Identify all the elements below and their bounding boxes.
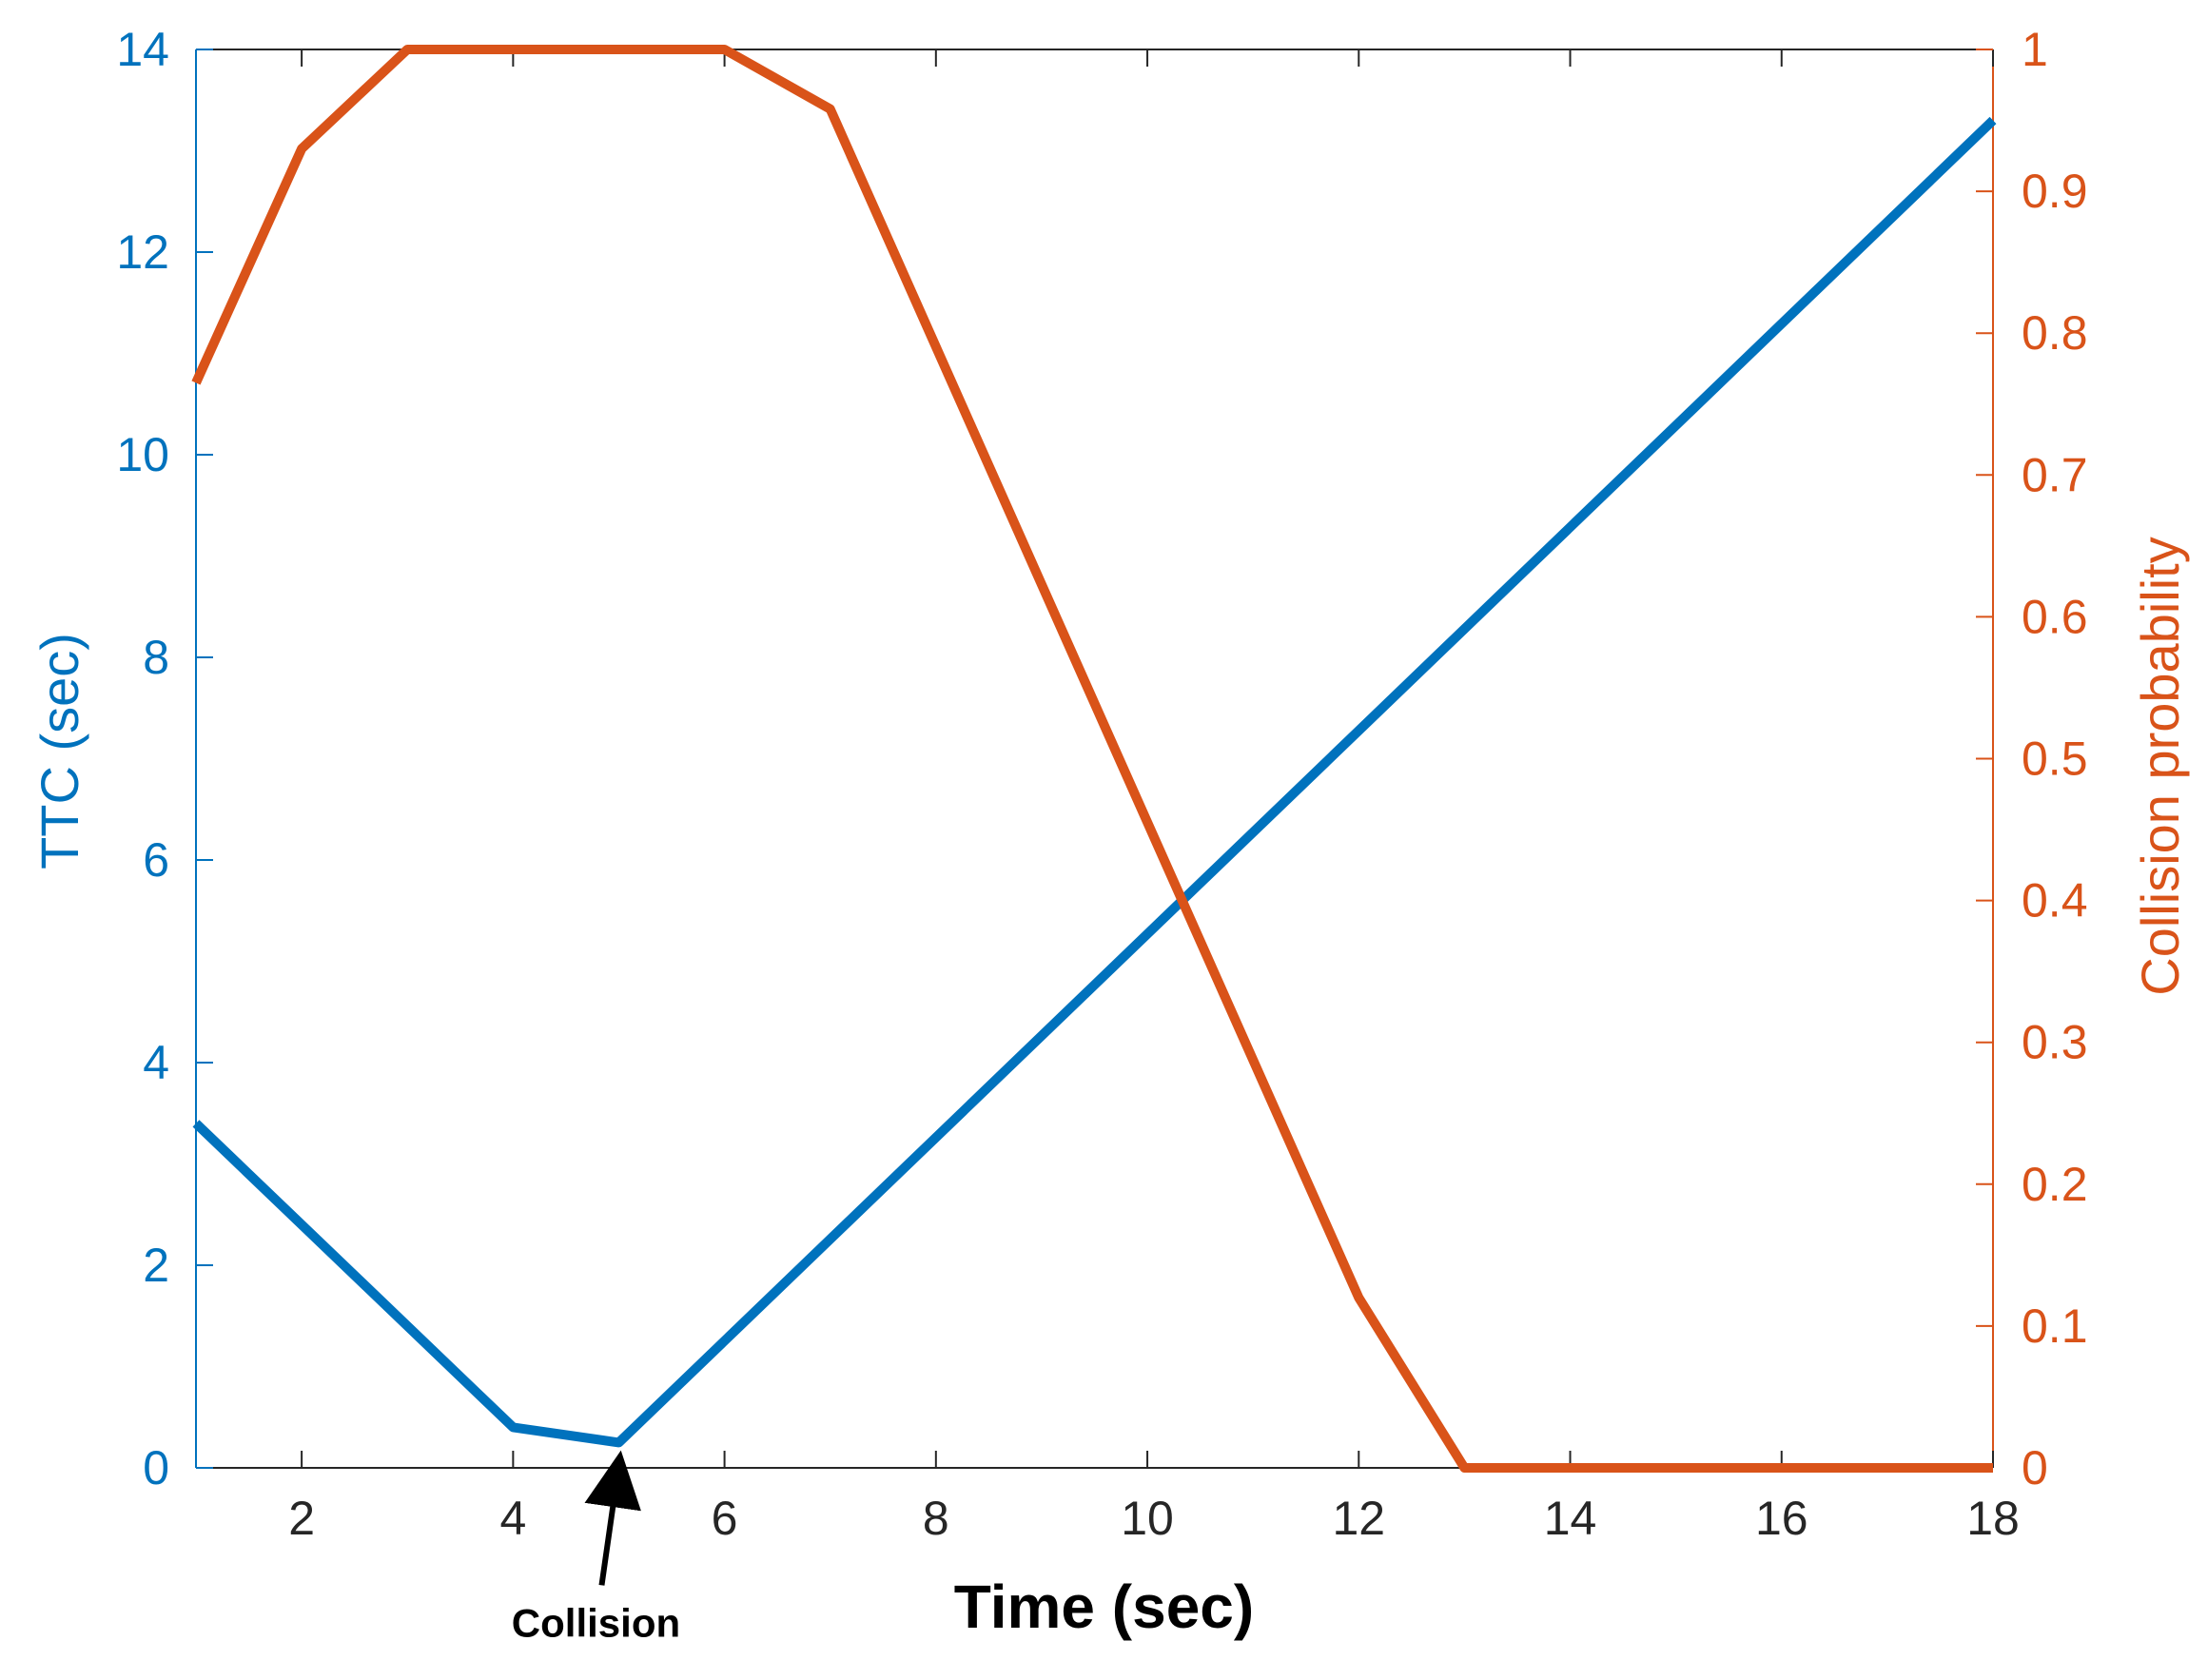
- y-left-tick-label: 14: [116, 23, 169, 76]
- y-left-tick-label: 0: [143, 1441, 169, 1494]
- x-tick-label: 6: [712, 1492, 738, 1545]
- series-line-ttc: [192, 116, 1997, 1448]
- series-line-collision-probability: [191, 45, 1993, 1473]
- y-left-tick-label: 10: [116, 428, 169, 481]
- x-tick-label: 18: [1966, 1492, 2020, 1545]
- x-tick-label: 10: [1121, 1492, 1174, 1545]
- y-left-tick-label: 6: [143, 833, 169, 887]
- y-right-tick-label: 1: [2022, 23, 2048, 76]
- y-right-tick-label: 0: [2022, 1441, 2048, 1494]
- collision-annotation-label: Collision: [512, 1600, 680, 1645]
- collision-arrow: [584, 1450, 641, 1586]
- y-right-tick-label: 0.4: [2022, 874, 2088, 928]
- y-right-tick-label: 0.9: [2022, 165, 2088, 218]
- y-right-tick-label: 0.6: [2022, 590, 2088, 643]
- y-right-tick-label: 0.8: [2022, 306, 2088, 360]
- y-axis-left-title: TTC (sec): [29, 633, 89, 869]
- x-tick-label: 2: [288, 1492, 315, 1545]
- plot-area: 2 4 6 8 10 12 14 16 180246810121400.10.20.30.40.…: [116, 23, 2088, 1586]
- y-left-tick-label: 2: [143, 1239, 169, 1292]
- y-right-tick-label: 0.7: [2022, 448, 2088, 501]
- y-right-tick-label: 0.3: [2022, 1016, 2088, 1069]
- x-tick-label: 16: [1755, 1492, 1808, 1545]
- y-left-tick-label: 12: [116, 225, 169, 279]
- y-left-tick-label: 8: [143, 631, 169, 684]
- x-tick-label: 12: [1332, 1492, 1385, 1545]
- y-right-tick-label: 0.2: [2022, 1158, 2088, 1211]
- x-tick-label: 14: [1544, 1492, 1597, 1545]
- y-left-tick-label: 4: [143, 1036, 169, 1089]
- y-right-tick-label: 0.5: [2022, 733, 2088, 786]
- y-axis-right-title: Collision probability: [2130, 537, 2190, 995]
- x-tick-label: 4: [499, 1492, 526, 1545]
- y-right-tick-label: 0.1: [2022, 1299, 2088, 1353]
- x-axis-title: Time (sec): [954, 1573, 1254, 1641]
- x-tick-label: 8: [923, 1492, 949, 1545]
